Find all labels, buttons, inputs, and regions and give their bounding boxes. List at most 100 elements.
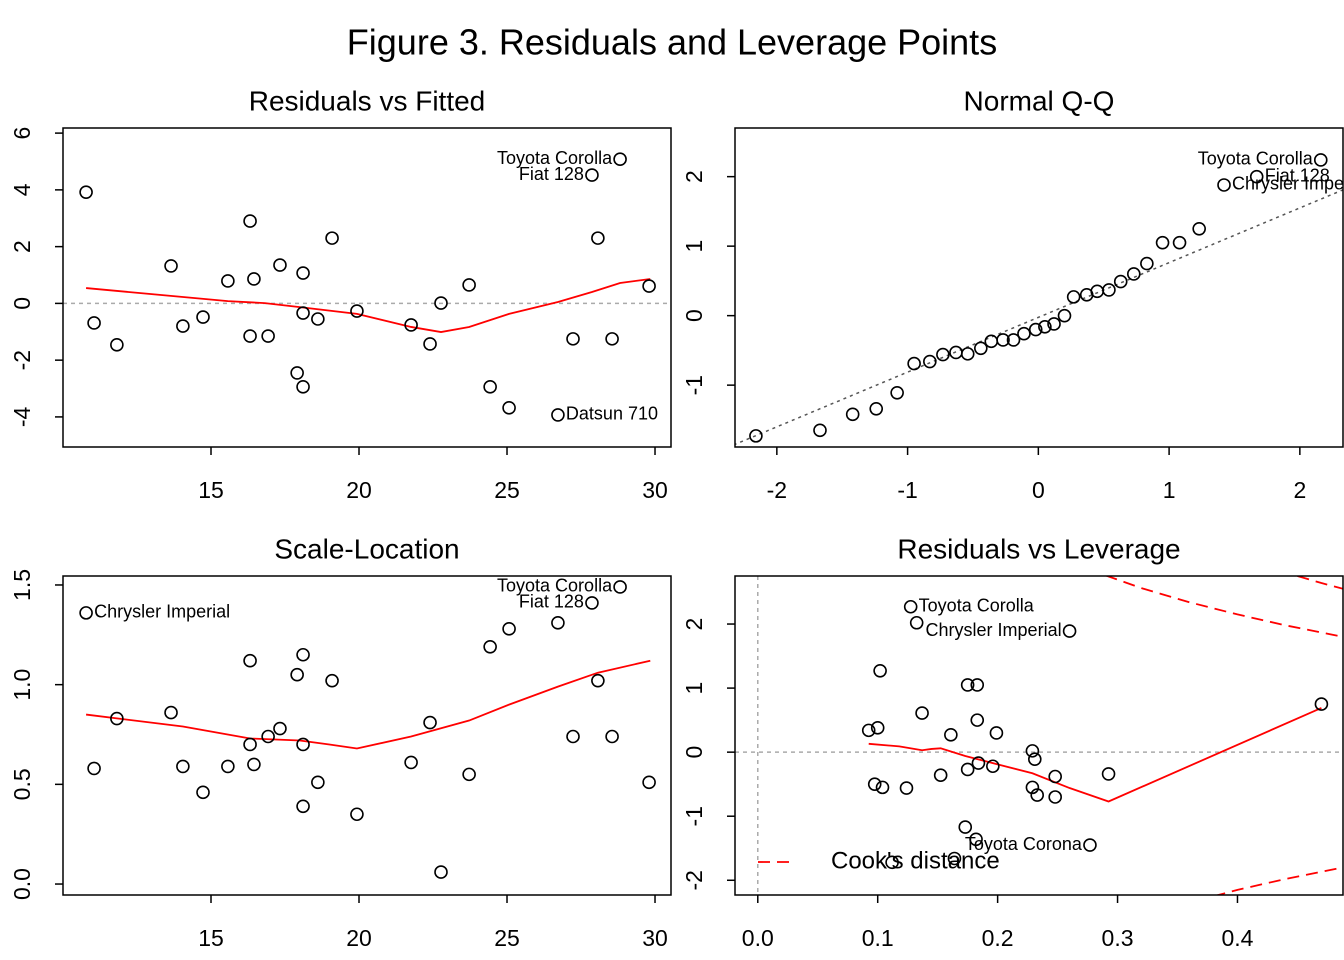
point [434,296,448,310]
x-tick-label: 30 [642,925,668,951]
smooth-line [86,278,651,333]
point [1140,256,1154,271]
point [890,385,904,400]
point [1028,322,1043,337]
point [434,865,448,879]
point [749,429,763,443]
point [261,329,275,343]
point [936,347,950,362]
point [247,272,261,286]
point [296,647,310,662]
point [1048,769,1062,784]
plot-frame [62,127,672,448]
point-label: Toyota Corolla [919,595,1035,615]
point [296,380,310,394]
y-tick-label: 0 [681,746,707,759]
point [311,775,325,790]
point [243,737,257,752]
x-tick-label: 0 [1032,477,1045,503]
point [502,622,516,636]
point [869,401,884,416]
point [605,729,619,744]
point [591,673,605,688]
point-label: Datsun 710 [566,404,658,424]
point [273,721,287,736]
point [551,408,565,422]
point-label: Toyota Corolla [497,148,613,168]
y-tick-label: 1 [681,240,707,253]
point [243,214,257,228]
point [243,653,257,668]
point [1047,317,1061,331]
point [176,759,190,774]
point [989,726,1004,740]
point [79,606,93,620]
point [613,152,627,167]
y-tick-label: 4 [9,183,35,196]
point-label: Chrysler Imperial [926,620,1062,640]
x-tick-label: 1 [1163,477,1176,503]
y-tick-label: 6 [9,127,35,140]
point-label: Fiat 128 [519,592,584,612]
point [196,310,210,324]
point [164,259,178,273]
point-label: Fiat 128 [519,164,584,184]
point [923,354,937,369]
point [915,706,929,720]
x-tick-label: -1 [897,477,917,503]
point [909,615,924,630]
point-label: Fiat 128 [1265,165,1330,185]
plot-area: Toyota Corolla Chrysler Imperial Toyota Co… [735,576,1343,895]
point [566,332,580,346]
point [1006,333,1021,347]
point [861,723,876,738]
point [423,337,437,351]
panel-title: Residuals vs Fitted [249,85,486,116]
point [261,729,275,744]
point [933,768,948,783]
point [221,274,235,288]
x-tick-label: 25 [494,925,520,951]
y-tick-label: 2 [681,618,707,631]
point [970,678,985,692]
y-tick-label: 0 [681,309,707,322]
point [907,356,921,371]
point-label: Chrysler Imperial [94,602,230,622]
point [958,820,973,834]
qq-line [735,189,1343,446]
point [642,775,656,790]
point [221,759,235,774]
point [350,304,364,318]
point [875,780,890,795]
point [984,334,999,349]
point [325,231,339,245]
point [585,168,599,182]
point-label: Toyota Corona [965,834,1083,854]
x-tick-label: 0.2 [982,925,1014,951]
cooks-distance-curve [1105,576,1343,638]
point [296,306,310,320]
point [1113,274,1128,289]
point [404,755,418,770]
point [483,380,497,394]
x-tick-label: 0.3 [1102,925,1134,951]
x-tick-label: 15 [198,925,224,951]
point [243,329,257,343]
y-tick-label: -1 [681,375,707,395]
legend-label: Cook's distance [831,847,1000,874]
point-label: Toyota Corolla [1198,149,1314,169]
point [87,316,101,330]
plot-frame [62,575,672,896]
point [1249,169,1264,184]
point [462,767,476,782]
point-label: Chrysler Imperial [1232,174,1344,194]
point [196,785,210,800]
point [110,711,124,726]
point [1083,838,1097,852]
point [1038,319,1052,334]
point [642,279,656,293]
x-tick-label: 0.1 [862,925,894,951]
point [947,851,962,866]
point [969,832,983,847]
